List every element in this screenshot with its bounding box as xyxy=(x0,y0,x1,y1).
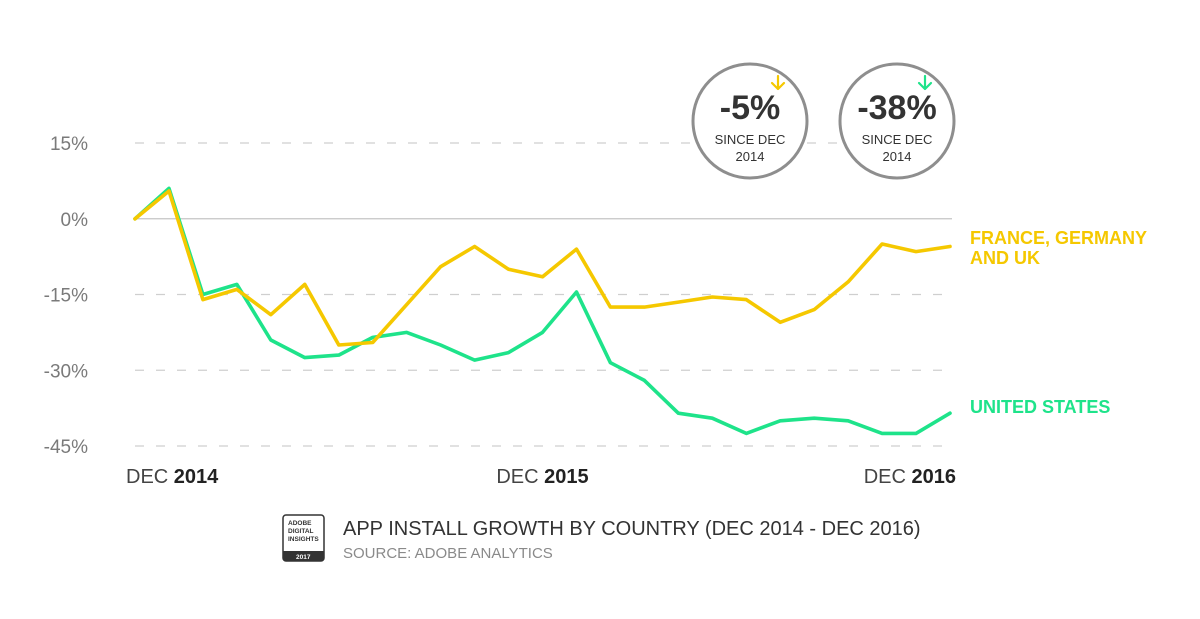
chart-source: SOURCE: ADOBE ANALYTICS xyxy=(343,545,553,562)
x-axis-label: DEC 2014 xyxy=(126,466,219,488)
x-label-year: 2016 xyxy=(912,466,957,488)
down-arrow-icon xyxy=(770,74,786,91)
x-axis-label: DEC 2016 xyxy=(864,466,956,488)
adobe-digital-insights-logo: ADOBE DIGITAL INSIGHTS 2017 xyxy=(282,514,325,562)
series-label-europe: FRANCE, GERMANY xyxy=(970,228,1147,248)
x-label-month: DEC xyxy=(496,466,544,488)
footer: ADOBE DIGITAL INSIGHTS 2017 APP INSTALL … xyxy=(282,514,921,562)
series-line-europe xyxy=(133,189,952,347)
badge-value: -5% xyxy=(720,89,780,127)
x-label-month: DEC xyxy=(864,466,912,488)
x-axis-label: DEC 2015 xyxy=(496,466,588,488)
x-label-month: DEC xyxy=(126,466,174,488)
badge-caption-line-1: SINCE DEC xyxy=(862,132,933,147)
y-tick-label: 0% xyxy=(61,210,89,231)
series-label-united-states: UNITED STATES xyxy=(970,397,1110,417)
y-axis-ticks: 15% 0% -15% -30% -45% xyxy=(44,134,88,458)
x-label-year: 2015 xyxy=(544,466,589,488)
x-axis-labels: DEC 2014 DEC 2015 DEC 2016 xyxy=(126,466,956,488)
badge-circle xyxy=(838,62,956,180)
change-badges: -5% SINCE DEC 2014 -38% SINCE DEC 2014 xyxy=(691,62,956,180)
logo-line-3: INSIGHTS xyxy=(288,536,319,543)
badge-caption-line-2: 2014 xyxy=(736,149,765,164)
series-line-united-states xyxy=(133,186,952,436)
grid-lines xyxy=(135,142,952,447)
change-badge-2: -38% SINCE DEC 2014 xyxy=(838,62,956,180)
badge-circle xyxy=(691,62,809,180)
logo-line-2: DIGITAL xyxy=(288,528,314,535)
logo-line-1: ADOBE xyxy=(288,520,312,527)
series-lines xyxy=(133,186,952,436)
series-label-europe: AND UK xyxy=(970,248,1040,268)
badge-caption-line-1: SINCE DEC xyxy=(715,132,786,147)
logo-year: 2017 xyxy=(296,554,311,561)
badge-caption-line-2: 2014 xyxy=(883,149,912,164)
chart-title: APP INSTALL GROWTH BY COUNTRY (DEC 2014 … xyxy=(343,518,921,540)
y-tick-label: 15% xyxy=(50,134,88,155)
down-arrow-icon xyxy=(917,74,933,91)
y-tick-label: -30% xyxy=(44,361,88,382)
change-badge-1: -5% SINCE DEC 2014 xyxy=(691,62,809,180)
badge-value: -38% xyxy=(857,89,936,127)
x-label-year: 2014 xyxy=(174,466,219,488)
y-tick-label: -45% xyxy=(44,437,88,458)
y-tick-label: -15% xyxy=(44,286,88,307)
